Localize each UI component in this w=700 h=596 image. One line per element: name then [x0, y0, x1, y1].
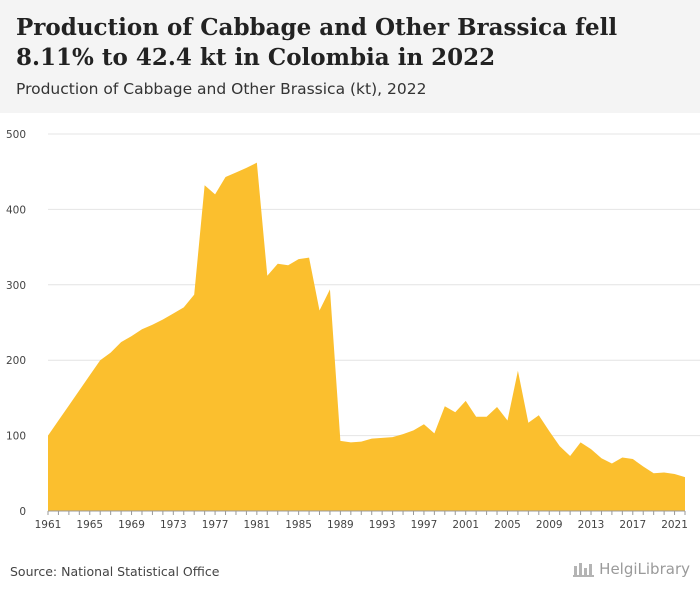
library-building-icon [573, 563, 595, 577]
x-tick-label: 2005 [494, 519, 521, 531]
y-tick-label: 100 [6, 431, 26, 443]
x-tick-label: 2001 [452, 519, 479, 531]
header-band: Production of Cabbage and Other Brassica… [0, 0, 700, 113]
brand-name: HelgiLibrary [599, 560, 690, 578]
y-tick-label: 400 [6, 204, 26, 216]
x-tick-label: 2009 [536, 519, 563, 531]
x-tick-label: 1965 [76, 519, 103, 531]
x-tick-label: 1977 [202, 519, 229, 531]
x-tick-label: 1989 [327, 519, 354, 531]
brand-logo[interactable]: HelgiLibrary [573, 560, 690, 578]
x-tick-label: 1997 [411, 519, 438, 531]
y-tick-label: 200 [6, 355, 26, 367]
y-tick-label: 500 [6, 129, 26, 141]
x-tick-label: 1961 [35, 519, 62, 531]
x-tick-label: 2013 [578, 519, 605, 531]
area-series [48, 162, 685, 511]
x-tick-label: 2017 [619, 519, 646, 531]
x-tick-label: 1973 [160, 519, 187, 531]
chart-title: Production of Cabbage and Other Brassica… [16, 14, 618, 71]
x-tick-label: 2021 [661, 519, 688, 531]
x-tick-label: 1993 [369, 519, 396, 531]
y-axis-ticks: 0 100 200 300 400 500 [6, 129, 26, 518]
y-tick-label: 0 [19, 506, 26, 518]
x-tick-label: 1985 [285, 519, 312, 531]
x-axis-ticks: 1961 1965 1969 1973 1977 1981 1985 1989 1993 1997… [35, 511, 688, 531]
x-tick-label: 1969 [118, 519, 145, 531]
y-tick-label: 300 [6, 280, 26, 292]
source-note: Source: National Statistical Office [10, 564, 220, 579]
x-tick-label: 1981 [243, 519, 270, 531]
area-fill [48, 162, 685, 511]
area-chart: 0 100 200 300 400 500 1961 1965 1969 1973 1977 198… [6, 129, 700, 531]
chart-subtitle: Production of Cabbage and Other Brassica… [16, 80, 427, 98]
